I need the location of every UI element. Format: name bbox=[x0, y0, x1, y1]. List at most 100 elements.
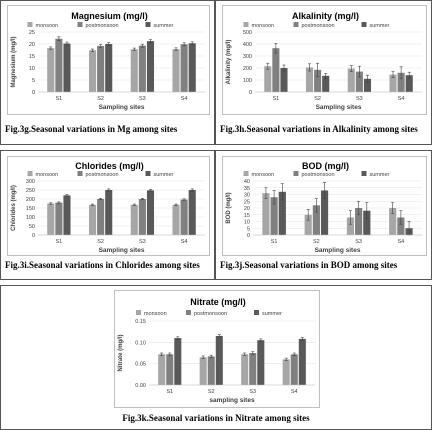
bar-summer-S2 bbox=[322, 75, 330, 92]
y-tick-label: 25 bbox=[29, 30, 35, 36]
y-tick-label: 10 bbox=[244, 220, 250, 226]
legend-item-summer: summer bbox=[145, 171, 174, 178]
x-tick-label: S1 bbox=[56, 239, 63, 245]
legend-swatch-postmonsoon bbox=[293, 171, 299, 176]
bar-summer-S2 bbox=[215, 335, 223, 385]
bar-monsoon-S1 bbox=[262, 193, 270, 235]
bar-postmonsoon-S1 bbox=[166, 354, 174, 385]
y-tick-label: 100 bbox=[26, 215, 35, 221]
y-tick-label: 0 bbox=[32, 233, 35, 239]
figure-panel-no3: Nitrate (mg/l) monsoon postmonsoon summer 0.… bbox=[0, 285, 432, 430]
bar-summer-S3 bbox=[363, 210, 371, 235]
legend-swatch-monsoon bbox=[243, 22, 249, 27]
legend-swatch-postmonsoon bbox=[186, 310, 191, 315]
caption-no3: Fig.3k.Seasonal variations in Nitrate am… bbox=[122, 413, 310, 423]
bar-postmonsoon-S3 bbox=[355, 71, 363, 92]
figure-panel-bod: BOD (mg/l) monsoon postmonsoon summer 0 5 10 15… bbox=[215, 150, 432, 280]
x-axis-title: sampling sites bbox=[209, 397, 255, 404]
x-axis-title: Sampling sites bbox=[99, 104, 145, 111]
legend-label-summer: summer bbox=[370, 23, 390, 29]
chart-mg-svg: Magnesium (mg/l) monsoon postmonsoon summer… bbox=[11, 11, 205, 111]
bar-summer-S4 bbox=[188, 190, 196, 235]
legend-label-summer: summer bbox=[154, 172, 174, 178]
y-tick-label: 500 bbox=[243, 30, 252, 36]
bar-summer-S3 bbox=[363, 78, 372, 92]
bar-postmonsoon-S3 bbox=[249, 353, 257, 385]
bar-summer-S1 bbox=[278, 191, 286, 235]
bar-postmonsoon-S2 bbox=[314, 69, 322, 92]
bar-postmonsoon-S3 bbox=[355, 208, 363, 235]
bar-monsoon-S1 bbox=[158, 354, 166, 385]
legend-swatch-summer bbox=[145, 171, 151, 176]
chart-title: Nitrate (mg/l) bbox=[190, 297, 246, 307]
y-tick-label: 400 bbox=[243, 42, 252, 48]
y-tick-label: 5 bbox=[247, 226, 250, 232]
bar-postmonsoon-S4 bbox=[180, 44, 188, 92]
y-tick-label: 10 bbox=[29, 66, 35, 72]
x-tick-label: S2 bbox=[97, 239, 104, 245]
y-tick-label: 0.10 bbox=[135, 340, 146, 346]
legend-item-monsoon: monsoon bbox=[243, 22, 275, 29]
chart-title: Chlorides (mg/l) bbox=[75, 161, 144, 171]
x-tick-label: S1 bbox=[273, 96, 280, 102]
bar-summer-S1 bbox=[63, 195, 71, 235]
y-tick-label: 0.15 bbox=[135, 319, 146, 325]
chart-no3: Nitrate (mg/l) monsoon postmonsoon summer 0.… bbox=[114, 290, 320, 408]
bar-monsoon-S3 bbox=[346, 217, 355, 235]
bar-postmonsoon-S4 bbox=[180, 199, 188, 235]
y-tick-label: 0.05 bbox=[135, 362, 146, 368]
bar-postmonsoon-S2 bbox=[312, 205, 320, 235]
legend-label-monsoon: monsoon bbox=[36, 23, 59, 29]
bar-summer-S3 bbox=[146, 190, 155, 235]
y-tick-label: 0.00 bbox=[135, 383, 146, 389]
bar-postmonsoon-S4 bbox=[397, 72, 405, 92]
bar-summer-S1 bbox=[63, 43, 71, 92]
legend-label-summer: summer bbox=[262, 311, 282, 317]
x-tick-label: S3 bbox=[139, 96, 146, 102]
bar-postmonsoon-S4 bbox=[290, 354, 298, 385]
chart-bod: BOD (mg/l) monsoon postmonsoon summer 0 5 10 15… bbox=[222, 156, 427, 256]
legend-label-postmonsoon: postmonsoon bbox=[194, 311, 227, 317]
bar-monsoon-S2 bbox=[199, 357, 207, 385]
bar-summer-S1 bbox=[174, 338, 182, 385]
legend-swatch-monsoon bbox=[136, 310, 141, 315]
legend-item-summer: summer bbox=[254, 310, 282, 317]
y-tick-label: 250 bbox=[26, 188, 35, 194]
legend-label-summer: summer bbox=[370, 172, 390, 178]
y-tick-label: 15 bbox=[244, 213, 250, 219]
legend-item-monsoon: monsoon bbox=[136, 310, 167, 317]
y-tick-label: 0 bbox=[32, 90, 35, 96]
legend-item-summer: summer bbox=[361, 22, 390, 29]
bar-monsoon-S2 bbox=[88, 50, 97, 92]
bar-summer-S4 bbox=[188, 43, 196, 92]
y-tick-label: 300 bbox=[26, 179, 35, 185]
bar-postmonsoon-S1 bbox=[55, 202, 63, 235]
y-tick-label: 200 bbox=[26, 197, 35, 203]
bar-monsoon-S4 bbox=[389, 74, 397, 92]
x-axis-title: Sampling sites bbox=[316, 104, 362, 111]
bar-monsoon-S3 bbox=[130, 204, 138, 235]
caption-alk: Fig.3h.Seasonal variations in Alkalinity… bbox=[220, 124, 418, 134]
bar-postmonsoon-S2 bbox=[97, 45, 105, 92]
bar-monsoon-S2 bbox=[305, 67, 314, 92]
y-axis-title: Chlorides (mg/l) bbox=[11, 185, 17, 231]
bar-monsoon-S3 bbox=[130, 49, 138, 92]
figure-panel-mg: Magnesium (mg/l) monsoon postmonsoon summer… bbox=[0, 0, 215, 145]
x-tick-label: S2 bbox=[313, 239, 320, 245]
legend-item-postmonsoon: postmonsoon bbox=[77, 22, 119, 29]
bar-monsoon-S4 bbox=[282, 359, 290, 385]
legend-swatch-summer bbox=[145, 22, 151, 27]
bar-postmonsoon-S2 bbox=[207, 356, 215, 385]
chart-alk-svg: Alkalinity (mg/l) monsoon postmonsoon summe… bbox=[226, 11, 422, 111]
bar-postmonsoon-S1 bbox=[55, 38, 63, 92]
x-tick-label: S1 bbox=[56, 96, 63, 102]
bar-postmonsoon-S2 bbox=[97, 199, 105, 235]
chart-cl: Chlorides (mg/l) monsoon postmonsoon summer… bbox=[7, 156, 210, 256]
legend-label-monsoon: monsoon bbox=[252, 172, 275, 178]
caption-bod: Fig.3j.Seasonal variations in BOD among … bbox=[220, 260, 398, 270]
x-tick-label: S4 bbox=[181, 239, 188, 245]
chart-title: BOD (mg/l) bbox=[302, 161, 349, 171]
legend-label-monsoon: monsoon bbox=[252, 23, 275, 29]
legend-label-postmonsoon: postmonsoon bbox=[86, 172, 119, 178]
y-axis-title: Magnesium (mg/l) bbox=[11, 36, 17, 87]
